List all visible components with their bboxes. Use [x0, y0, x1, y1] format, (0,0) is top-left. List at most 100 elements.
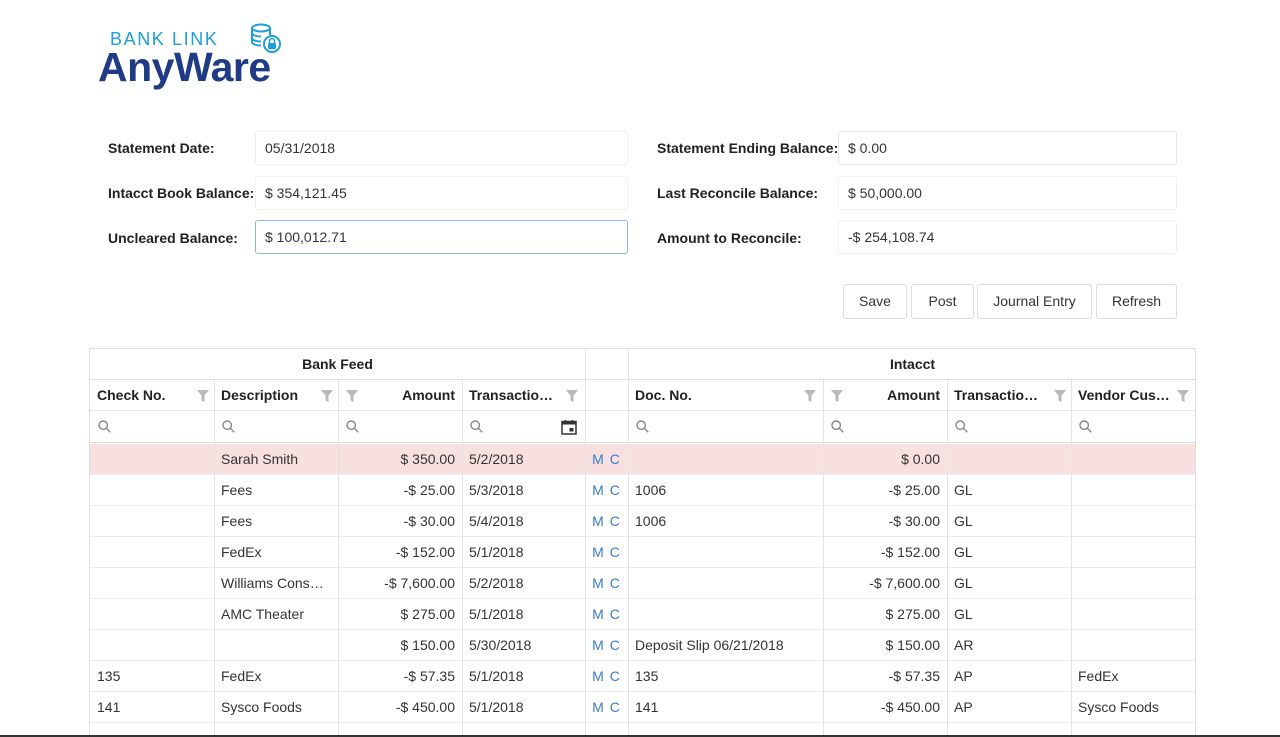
- search-icon: [1079, 420, 1092, 433]
- cell-intacct-transaction: GL: [954, 513, 973, 529]
- column-header-description[interactable]: Description: [214, 380, 338, 411]
- cell-doc-no: Deposit Slip 06/21/2018: [635, 637, 784, 653]
- column-header-intacct-transaction[interactable]: Transaction ...: [947, 380, 1071, 411]
- cell-transaction-date: 5/1/2018: [469, 544, 524, 560]
- match-actions: M C: [585, 444, 628, 475]
- match-link[interactable]: M: [592, 606, 605, 622]
- match-link[interactable]: M: [592, 637, 605, 653]
- match-link[interactable]: M: [592, 668, 605, 684]
- clear-link[interactable]: C: [609, 606, 621, 622]
- statement-ending-balance-field[interactable]: $ 0.00: [838, 131, 1177, 165]
- filter-match: [585, 411, 628, 443]
- column-header-check-no-label: Check No.: [97, 387, 166, 403]
- post-button[interactable]: Post: [911, 284, 974, 319]
- match-link[interactable]: M: [592, 575, 605, 591]
- filter-intacct-transaction[interactable]: [947, 411, 1071, 443]
- table-row[interactable]: FedEx -$ 152.00 5/1/2018 -$ 152.00 GL M C: [90, 537, 1195, 568]
- cell-transaction-date: 5/1/2018: [469, 668, 524, 684]
- last-reconcile-balance-label: Last Reconcile Balance:: [657, 185, 819, 201]
- table-row[interactable]: Sarah Smith $ 350.00 5/2/2018 $ 0.00 M C: [90, 444, 1195, 475]
- cell-doc-no: [628, 568, 823, 599]
- clear-link[interactable]: C: [609, 513, 621, 529]
- bottom-edge: [0, 735, 1280, 737]
- filter-check-no[interactable]: [90, 411, 214, 443]
- cell-intacct-amount: $ 150.00: [885, 637, 941, 653]
- search-icon: [98, 420, 111, 433]
- filter-icon[interactable]: [346, 390, 358, 402]
- clear-link[interactable]: C: [609, 544, 621, 560]
- filter-description[interactable]: [214, 411, 338, 443]
- cell-intacct-transaction: [947, 444, 1071, 475]
- filter-icon[interactable]: [804, 390, 816, 402]
- uncleared-balance-field[interactable]: $ 100,012.71: [255, 220, 628, 254]
- intacct-book-balance-label: Intacct Book Balance:: [108, 185, 255, 201]
- match-actions: M C: [585, 692, 628, 723]
- match-link[interactable]: M: [592, 451, 605, 467]
- cell-vendor-customer: [1071, 599, 1195, 630]
- column-header-intacct-amount[interactable]: Amount: [823, 380, 947, 411]
- save-button[interactable]: Save: [843, 284, 907, 319]
- match-link[interactable]: M: [592, 482, 605, 498]
- column-header-vendor-customer[interactable]: Vendor Cust...: [1071, 380, 1195, 411]
- filter-icon[interactable]: [831, 390, 843, 402]
- filter-doc-no[interactable]: [628, 411, 823, 443]
- column-divider: [338, 380, 339, 737]
- cell-check-no: [90, 444, 214, 475]
- clear-link[interactable]: C: [609, 668, 621, 684]
- cell-check-no: [90, 568, 214, 599]
- cell-check-no: [90, 537, 214, 568]
- cell-intacct-amount: $ 275.00: [885, 606, 941, 622]
- cell-description: [214, 630, 338, 661]
- reconciliation-grid: Bank Feed Intacct Check No. Description …: [89, 348, 1196, 737]
- match-link[interactable]: M: [592, 513, 605, 529]
- filter-icon[interactable]: [321, 390, 333, 402]
- column-header-amount[interactable]: Amount: [338, 380, 462, 411]
- cell-transaction-date: 5/30/2018: [469, 637, 532, 653]
- table-row[interactable]: 141 Sysco Foods -$ 450.00 5/1/2018 141 -$ 450…: [90, 692, 1195, 723]
- cell-check-no: 141: [97, 699, 121, 715]
- filter-vendor-customer[interactable]: [1071, 411, 1195, 443]
- table-row[interactable]: 135 FedEx -$ 57.35 5/1/2018 135 -$ 57.35 AP Fed…: [90, 661, 1195, 692]
- refresh-button[interactable]: Refresh: [1096, 284, 1177, 319]
- column-header-doc-no[interactable]: Doc. No.: [628, 380, 823, 411]
- filter-icon[interactable]: [1054, 390, 1066, 402]
- filter-intacct-amount[interactable]: [823, 411, 947, 443]
- column-header-vendor-customer-label: Vendor Cust...: [1078, 387, 1170, 403]
- filter-icon[interactable]: [566, 390, 578, 402]
- column-header-intacct-amount-label: Amount: [887, 387, 940, 403]
- clear-link[interactable]: C: [609, 699, 621, 715]
- filter-transaction-date[interactable]: [462, 411, 585, 443]
- filter-icon[interactable]: [1177, 390, 1189, 402]
- column-divider: [1071, 380, 1072, 737]
- statement-date-field[interactable]: 05/31/2018: [255, 131, 628, 165]
- table-row[interactable]: Williams Consul... -$ 7,600.00 5/2/2018 -$ …: [90, 568, 1195, 599]
- filter-amount[interactable]: [338, 411, 462, 443]
- table-row[interactable]: Fees -$ 30.00 5/4/2018 1006 -$ 30.00 GL M C: [90, 506, 1195, 537]
- calendar-icon[interactable]: [561, 419, 577, 435]
- cell-amount: -$ 7,600.00: [384, 575, 455, 591]
- cell-intacct-amount: -$ 450.00: [880, 699, 940, 715]
- cell-amount: -$ 25.00: [403, 482, 455, 498]
- filter-icon[interactable]: [197, 390, 209, 402]
- column-divider: [585, 349, 586, 737]
- match-link[interactable]: M: [592, 699, 605, 715]
- table-row[interactable]: Fees -$ 25.00 5/3/2018 1006 -$ 25.00 GL M C: [90, 475, 1195, 506]
- cell-intacct-transaction: AP: [954, 699, 973, 715]
- clear-link[interactable]: C: [609, 637, 621, 653]
- match-link[interactable]: M: [592, 544, 605, 560]
- column-header-amount-label: Amount: [402, 387, 455, 403]
- clear-link[interactable]: C: [609, 575, 621, 591]
- match-actions: M C: [585, 630, 628, 661]
- clear-link[interactable]: C: [609, 482, 621, 498]
- column-header-check-no[interactable]: Check No.: [90, 380, 214, 411]
- table-row[interactable]: AMC Theater $ 275.00 5/1/2018 $ 275.00 GL M C: [90, 599, 1195, 630]
- table-row[interactable]: $ 150.00 5/30/2018 Deposit Slip 06/21/2018…: [90, 630, 1195, 661]
- clear-link[interactable]: C: [609, 451, 621, 467]
- column-header-transaction-date[interactable]: Transaction ...: [462, 380, 585, 411]
- bank-feed-header: Bank Feed: [90, 349, 585, 380]
- cell-intacct-amount: -$ 25.00: [888, 482, 940, 498]
- cell-vendor-customer: [1071, 568, 1195, 599]
- database-lock-icon: [251, 23, 281, 53]
- match-actions: M C: [585, 475, 628, 506]
- journal-entry-button[interactable]: Journal Entry: [977, 284, 1092, 319]
